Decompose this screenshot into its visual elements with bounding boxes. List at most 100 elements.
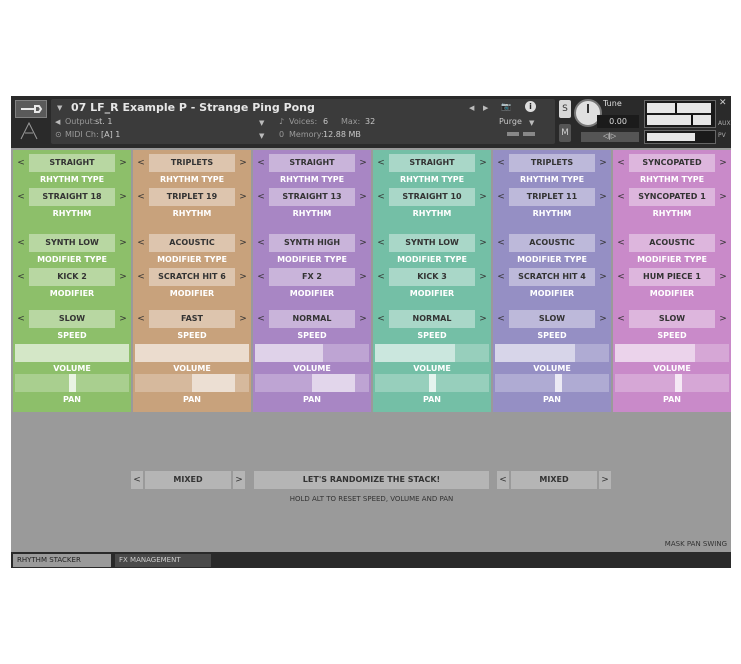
modifier-type-prev-button[interactable]: <	[17, 238, 25, 248]
speed-value[interactable]: SLOW	[629, 310, 715, 328]
rhythm-type-next-button[interactable]: >	[599, 158, 607, 168]
pv-button[interactable]: PV	[718, 132, 726, 139]
midi-channel-value[interactable]: [A] 1	[101, 130, 121, 139]
rhythm-value[interactable]: TRIPLET 11	[509, 188, 595, 206]
modifier-prev-button[interactable]: <	[257, 272, 265, 282]
rhythm-type-value[interactable]: TRIPLETS	[149, 154, 235, 172]
modifier-type-value[interactable]: SYNTH LOW	[29, 234, 115, 252]
right-selector-prev-button[interactable]: <	[497, 471, 509, 489]
modifier-prev-button[interactable]: <	[137, 272, 145, 282]
collapse-icon[interactable]: ▼	[57, 104, 63, 112]
rhythm-prev-button[interactable]: <	[17, 192, 25, 202]
modifier-type-prev-button[interactable]: <	[497, 238, 505, 248]
modifier-value[interactable]: KICK 3	[389, 268, 475, 286]
volume-slider[interactable]	[615, 344, 729, 362]
rhythm-type-value[interactable]: STRAIGHT	[269, 154, 355, 172]
modifier-type-prev-button[interactable]: <	[377, 238, 385, 248]
pan-slider[interactable]	[495, 374, 609, 392]
volume-slider[interactable]	[135, 344, 249, 362]
rhythm-type-next-button[interactable]: >	[239, 158, 247, 168]
aux-button[interactable]: AUX	[718, 120, 731, 127]
volume-slider[interactable]	[495, 344, 609, 362]
modifier-next-button[interactable]: >	[599, 272, 607, 282]
modifier-type-next-button[interactable]: >	[599, 238, 607, 248]
right-selector-next-button[interactable]: >	[599, 471, 611, 489]
modifier-next-button[interactable]: >	[719, 272, 727, 282]
modifier-next-button[interactable]: >	[239, 272, 247, 282]
rhythm-value[interactable]: STRAIGHT 13	[269, 188, 355, 206]
modifier-value[interactable]: KICK 2	[29, 268, 115, 286]
randomize-stack-button[interactable]: LET'S RANDOMIZE THE STACK!	[254, 471, 489, 489]
modifier-type-value[interactable]: ACOUSTIC	[149, 234, 235, 252]
rhythm-type-value[interactable]: TRIPLETS	[509, 154, 595, 172]
modifier-type-prev-button[interactable]: <	[257, 238, 265, 248]
speed-prev-button[interactable]: <	[497, 314, 505, 324]
modifier-prev-button[interactable]: <	[377, 272, 385, 282]
speed-value[interactable]: SLOW	[29, 310, 115, 328]
rhythm-value[interactable]: TRIPLET 19	[149, 188, 235, 206]
wrench-icon[interactable]	[15, 100, 47, 118]
speed-prev-button[interactable]: <	[377, 314, 385, 324]
output-value[interactable]: st. 1	[95, 117, 113, 126]
pan-slider[interactable]	[15, 374, 129, 392]
pan-slider[interactable]	[135, 374, 249, 392]
solo-button[interactable]: S	[559, 100, 571, 118]
rhythm-type-prev-button[interactable]: <	[17, 158, 25, 168]
rhythm-type-prev-button[interactable]: <	[617, 158, 625, 168]
rhythm-next-button[interactable]: >	[359, 192, 367, 202]
volume-slider[interactable]	[644, 130, 716, 144]
volume-slider[interactable]	[255, 344, 369, 362]
left-selector-prev-button[interactable]: <	[131, 471, 143, 489]
output-dropdown-icon[interactable]: ▼	[259, 119, 265, 127]
modifier-type-prev-button[interactable]: <	[617, 238, 625, 248]
speed-next-button[interactable]: >	[479, 314, 487, 324]
mute-button[interactable]: M	[559, 124, 571, 142]
modifier-next-button[interactable]: >	[119, 272, 127, 282]
rhythm-next-button[interactable]: >	[719, 192, 727, 202]
speed-prev-button[interactable]: <	[17, 314, 25, 324]
close-icon[interactable]: ✕	[719, 98, 727, 108]
right-selector-value[interactable]: MIXED	[511, 471, 597, 489]
modifier-value[interactable]: FX 2	[269, 268, 355, 286]
rhythm-type-next-button[interactable]: >	[359, 158, 367, 168]
speed-value[interactable]: SLOW	[509, 310, 595, 328]
speed-next-button[interactable]: >	[119, 314, 127, 324]
rhythm-value[interactable]: STRAIGHT 18	[29, 188, 115, 206]
rhythm-type-next-button[interactable]: >	[479, 158, 487, 168]
midi-dropdown-icon[interactable]: ▼	[259, 132, 265, 140]
tab-fx-management[interactable]: FX MANAGEMENT	[115, 554, 211, 567]
speed-value[interactable]: NORMAL	[389, 310, 475, 328]
speed-prev-button[interactable]: <	[617, 314, 625, 324]
pan-slider[interactable]: ◁|▷	[581, 132, 639, 142]
next-instrument-icon[interactable]: ▶	[483, 104, 489, 112]
tab-rhythm-stacker[interactable]: RHYTHM STACKER	[13, 554, 111, 567]
speed-next-button[interactable]: >	[359, 314, 367, 324]
modifier-type-value[interactable]: ACOUSTIC	[509, 234, 595, 252]
speed-value[interactable]: FAST	[149, 310, 235, 328]
tune-knob[interactable]	[574, 99, 602, 127]
rhythm-prev-button[interactable]: <	[137, 192, 145, 202]
modifier-type-next-button[interactable]: >	[239, 238, 247, 248]
rhythm-next-button[interactable]: >	[239, 192, 247, 202]
snapshot-camera-icon[interactable]: 📷	[501, 102, 511, 111]
rhythm-value[interactable]: STRAIGHT 10	[389, 188, 475, 206]
pan-slider[interactable]	[375, 374, 489, 392]
purge-button[interactable]: Purge	[499, 117, 522, 126]
modifier-prev-button[interactable]: <	[17, 272, 25, 282]
modifier-value[interactable]: SCRATCH HIT 6	[149, 268, 235, 286]
rhythm-type-prev-button[interactable]: <	[497, 158, 505, 168]
rhythm-type-prev-button[interactable]: <	[257, 158, 265, 168]
speed-value[interactable]: NORMAL	[269, 310, 355, 328]
modifier-type-prev-button[interactable]: <	[137, 238, 145, 248]
rhythm-type-next-button[interactable]: >	[719, 158, 727, 168]
rhythm-type-value[interactable]: SYNCOPATED	[629, 154, 715, 172]
max-voices-value[interactable]: 32	[365, 117, 376, 126]
rhythm-value[interactable]: SYNCOPATED 1	[629, 188, 715, 206]
pan-knob[interactable]	[555, 374, 562, 392]
prev-instrument-icon[interactable]: ◀	[469, 104, 475, 112]
rhythm-prev-button[interactable]: <	[497, 192, 505, 202]
modifier-type-next-button[interactable]: >	[359, 238, 367, 248]
modifier-type-next-button[interactable]: >	[719, 238, 727, 248]
rhythm-type-value[interactable]: STRAIGHT	[389, 154, 475, 172]
modifier-type-next-button[interactable]: >	[119, 238, 127, 248]
